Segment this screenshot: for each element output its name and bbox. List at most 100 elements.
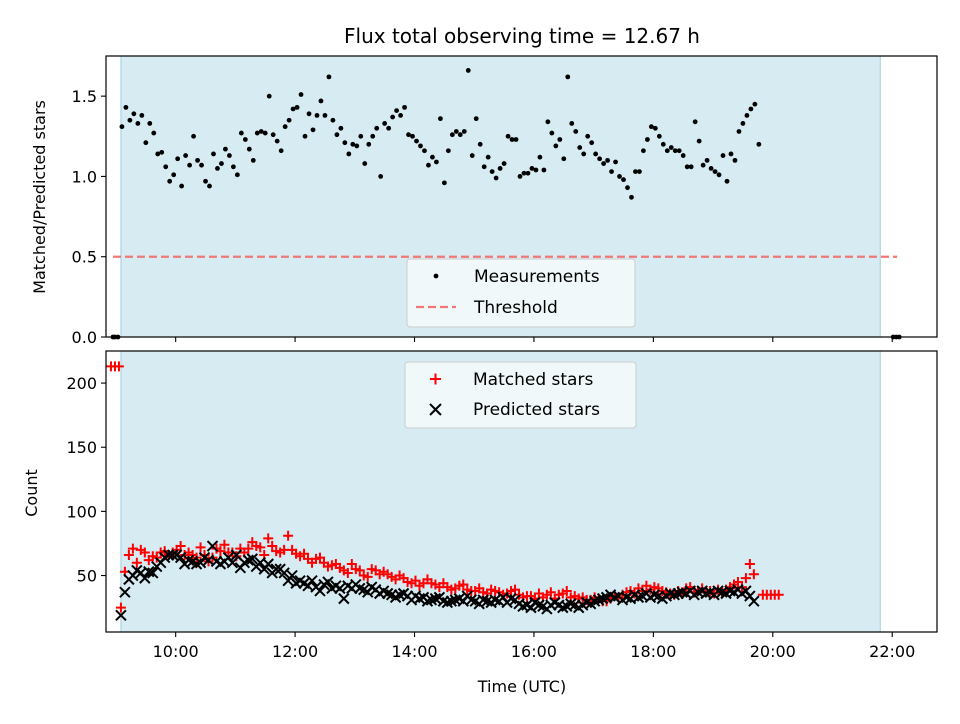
- measurement-point: [211, 151, 216, 157]
- measurement-point: [386, 125, 392, 131]
- measurement-point: [716, 172, 722, 178]
- predicted-point: [314, 585, 326, 597]
- measurement-point: [326, 74, 332, 80]
- measurement-point: [334, 132, 340, 138]
- measurement-point: [246, 146, 252, 152]
- legend-marker-predicted: [429, 403, 442, 416]
- measurement-point: [382, 121, 388, 126]
- measurement-point: [219, 161, 224, 166]
- measurement-point: [318, 98, 324, 104]
- measurement-point: [418, 143, 423, 149]
- measurement-point: [601, 161, 607, 166]
- measurement-point: [728, 151, 734, 157]
- measurement-point: [597, 156, 603, 162]
- measurement-point: [660, 141, 666, 147]
- measurement-point: [362, 161, 368, 166]
- matched-point: [255, 542, 266, 553]
- measurement-point: [724, 178, 730, 184]
- measurement-point: [748, 106, 754, 112]
- measurement-point: [509, 137, 515, 142]
- measurement-point: [664, 148, 670, 154]
- top-y-tick-label: 0.0: [72, 328, 97, 347]
- predicted-point: [306, 574, 318, 587]
- measurement-point: [481, 164, 487, 170]
- x-tick-label: 22:00: [869, 642, 915, 661]
- matched-point: [458, 579, 469, 590]
- bottom-y-axis-label: Count: [22, 469, 41, 517]
- measurement-point: [553, 143, 559, 149]
- measurement-point: [187, 162, 192, 168]
- measurement-point: [422, 148, 427, 154]
- x-tick-label: 20:00: [750, 642, 796, 661]
- x-tick-label: 10:00: [153, 642, 199, 661]
- bottom-y-tick-label: 100: [66, 502, 97, 521]
- predicted-point: [748, 595, 760, 607]
- measurement-point: [406, 132, 411, 138]
- matched-point: [354, 565, 365, 576]
- measurement-point: [282, 124, 288, 130]
- top-axes-frame: [105, 55, 938, 338]
- measurement-point: [227, 153, 232, 158]
- bottom-y-tick-label: 150: [66, 438, 97, 457]
- top-legend-box: [406, 258, 636, 328]
- measurement-point: [322, 113, 328, 118]
- predicted-point: [166, 549, 179, 561]
- measurement-point: [302, 133, 308, 139]
- measurement-point: [633, 169, 638, 175]
- measurement-point: [680, 153, 686, 158]
- measurement-point: [430, 154, 435, 160]
- matched-point: [299, 548, 310, 559]
- predicted-point: [115, 609, 127, 622]
- measurement-point: [402, 104, 407, 110]
- measurement-point: [744, 113, 750, 118]
- measurement-point: [513, 137, 519, 142]
- predicted-point: [226, 557, 239, 569]
- top-y-axis-label: Matched/Predicted stars: [30, 100, 49, 294]
- measurement-point: [581, 151, 587, 157]
- legend-marker-measurements: [433, 273, 439, 279]
- measurement-point: [242, 137, 248, 142]
- measurement-point: [740, 121, 746, 126]
- measurement-point: [346, 151, 352, 157]
- measurement-point: [529, 166, 535, 171]
- measurement-point: [465, 68, 471, 73]
- predicted-point: [270, 563, 282, 575]
- predicted-point: [139, 572, 151, 584]
- measurement-point: [270, 132, 276, 138]
- predicted-point: [338, 592, 350, 605]
- top-y-tick-label: 1.0: [72, 167, 97, 186]
- measurement-point: [629, 194, 634, 200]
- matched-point: [748, 569, 759, 580]
- legend-label-predicted: Predicted stars: [473, 400, 600, 420]
- measurement-point: [414, 138, 419, 144]
- bottom-series-1: [115, 540, 760, 622]
- measurement-point: [199, 162, 204, 168]
- measurement-point: [191, 133, 196, 139]
- x-tick-label: 18:00: [630, 642, 676, 661]
- measurement-point: [338, 125, 344, 131]
- measurement-point: [656, 133, 662, 139]
- measurement-point: [266, 93, 272, 99]
- predicted-point: [174, 551, 187, 564]
- matched-point: [219, 539, 230, 550]
- matched-point: [410, 575, 421, 586]
- legend-marker-matched: [430, 373, 441, 385]
- measurement-point: [585, 133, 591, 139]
- measurement-point: [147, 121, 153, 126]
- measurement-point: [151, 130, 157, 136]
- measurement-point: [254, 130, 260, 136]
- measurement-point: [461, 129, 467, 134]
- measurement-point: [609, 169, 614, 175]
- measurement-point: [525, 170, 531, 176]
- measurement-point: [374, 125, 380, 131]
- measurement-point: [119, 124, 125, 130]
- measurement-point: [485, 154, 491, 160]
- measurement-point: [696, 138, 702, 144]
- predicted-point: [147, 567, 159, 579]
- measurement-point: [625, 185, 630, 191]
- measurement-point: [565, 74, 571, 80]
- measurement-point: [163, 164, 169, 170]
- measurement-point: [736, 129, 742, 134]
- measurement-point: [258, 129, 264, 134]
